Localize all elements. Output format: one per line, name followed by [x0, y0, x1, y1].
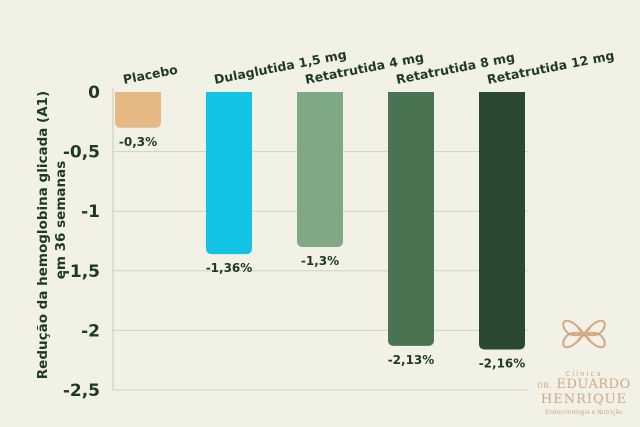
- data-label: -2,13%: [388, 353, 435, 367]
- clinic-logo: Clínica DR. EDUARDO HENRIQUE Endocrinolo…: [528, 306, 640, 427]
- data-label: -0,3%: [119, 135, 157, 149]
- y-tick-label: -1: [81, 202, 100, 222]
- bar: [388, 92, 434, 346]
- data-label: -1,3%: [301, 254, 339, 268]
- y-tick-label: -2,5: [63, 381, 100, 401]
- y-axis-label-line1: Redução da hemoglobina glicada (A1): [35, 91, 51, 379]
- y-tick-label: -0,5: [63, 143, 100, 163]
- category-label: Placebo: [122, 62, 180, 87]
- logo-specialty: Endocrinologia e Nutrição: [545, 409, 623, 416]
- logo-name-line: DR. EDUARDO: [528, 378, 640, 393]
- clinic-logo-icon: [562, 319, 606, 349]
- logo-first-name: EDUARDO: [556, 377, 631, 392]
- y-tick-label: 0: [88, 83, 100, 103]
- y-axis-label-line2: em 36 semanas: [53, 161, 69, 280]
- logo-dr-text: DR.: [537, 382, 552, 390]
- data-label: -2,16%: [479, 356, 526, 370]
- y-tick-label: -2: [81, 321, 100, 341]
- logo-clinic-text: Clínica: [565, 370, 603, 378]
- bar: [206, 92, 252, 255]
- y-tick-label: -1,5: [63, 262, 100, 282]
- bar: [297, 92, 343, 247]
- logo-last-name: HENRIQUE: [540, 392, 628, 407]
- bar: [115, 92, 161, 128]
- data-label: -1,36%: [206, 261, 253, 275]
- bar: [479, 92, 525, 350]
